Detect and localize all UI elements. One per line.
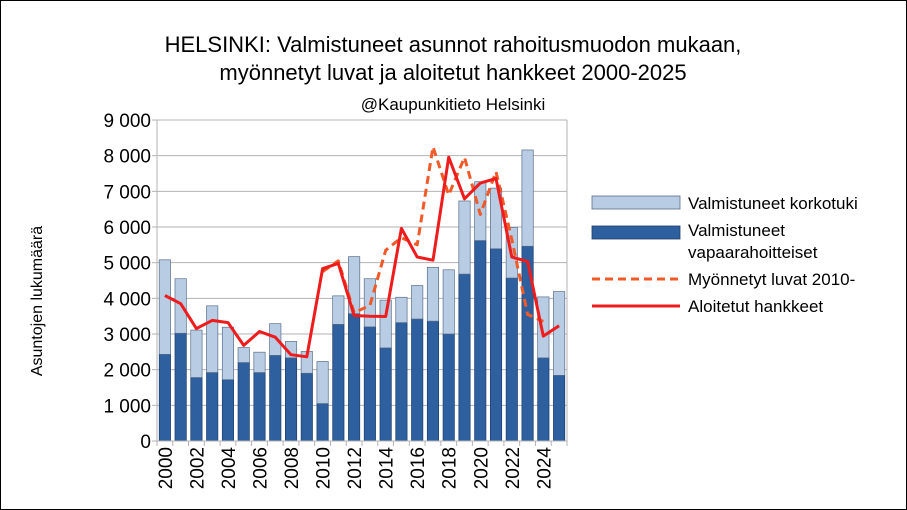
y-tick-label: 0 (140, 432, 151, 453)
series-lines (164, 145, 560, 359)
bar-korkotuki (521, 149, 534, 247)
bar-vapaarahoitteiset (300, 372, 313, 442)
line-aloitetut-hankkeet (164, 155, 560, 359)
bar-korkotuki (269, 323, 282, 356)
chart-subtitle: @Kaupunkitieto Helsinki (361, 95, 546, 114)
x-tick-label: 2020 (471, 447, 492, 489)
bar-korkotuki (537, 296, 550, 359)
bar-korkotuki (426, 266, 439, 322)
bar-korkotuki (190, 329, 203, 378)
bar-vapaarahoitteiset (379, 347, 392, 442)
x-tick-label: 2014 (377, 447, 398, 490)
bar-vapaarahoitteiset (553, 375, 566, 442)
bar-korkotuki (332, 295, 345, 325)
x-tick-label: 2018 (440, 447, 461, 489)
x-tick-label: 2002 (187, 447, 208, 489)
y-tick-label: 9 000 (103, 111, 151, 132)
legend: Valmistuneet korkotuki Valmistuneet vapaar… (591, 194, 858, 316)
bar-korkotuki (490, 187, 503, 250)
y-tick-label: 2 000 (103, 361, 151, 382)
bar-vapaarahoitteiset (490, 248, 503, 442)
y-tick-label: 4 000 (103, 289, 151, 310)
x-tick-label: 2024 (534, 447, 555, 490)
chart-title-line-2: myönnetyt luvat ja aloitetut hankkeet 20… (219, 60, 686, 85)
legend-label-line: vapaarahoitteiset (688, 243, 818, 262)
chart-title-line-1: HELSINKI: Valmistuneet asunnot rahoitusm… (165, 32, 742, 57)
y-tick-label: 1 000 (103, 396, 151, 417)
bar-korkotuki (206, 305, 219, 373)
bar-korkotuki (158, 259, 171, 355)
plot-area (157, 120, 567, 441)
x-tick-label: 2000 (156, 447, 177, 489)
bar-vapaarahoitteiset (190, 377, 203, 442)
bar-vapaarahoitteiset (285, 357, 298, 442)
y-tick-label: 8 000 (103, 147, 151, 168)
bar-vapaarahoitteiset (458, 273, 471, 442)
bar-korkotuki (316, 361, 329, 404)
bar-korkotuki (458, 200, 471, 275)
bar-korkotuki (553, 291, 566, 376)
bar-vapaarahoitteiset (395, 322, 408, 442)
bar-vapaarahoitteiset (316, 403, 329, 442)
bar-korkotuki (253, 351, 266, 373)
bar-vapaarahoitteiset (348, 313, 361, 442)
bar-vapaarahoitteiset (253, 372, 266, 442)
bar-vapaarahoitteiset (332, 324, 345, 442)
x-tick-label: 2016 (408, 447, 429, 489)
axes: 9 000 8 000 7 000 6 000 5 000 4 000 3 000 2 000… (103, 111, 568, 490)
legend-label: Aloitetut hankkeet (688, 297, 823, 316)
bar-vapaarahoitteiset (442, 333, 455, 442)
bar-korkotuki (395, 296, 408, 323)
bar-vapaarahoitteiset (411, 318, 424, 442)
bar-vapaarahoitteiset (158, 353, 171, 442)
grid-lines (157, 119, 568, 442)
y-axis-label: Asuntojen lukumäärä (29, 226, 46, 376)
legend-swatch-korkotuki (591, 195, 681, 210)
y-tick-label: 5 000 (103, 254, 151, 275)
bar-vapaarahoitteiset (505, 277, 518, 442)
x-tick-label: 2012 (345, 447, 366, 489)
bar-vapaarahoitteiset (537, 357, 550, 442)
bars (158, 149, 566, 442)
bar-korkotuki (237, 347, 250, 363)
bar-vapaarahoitteiset (363, 326, 376, 442)
legend-label-line: Valmistuneet (688, 221, 785, 240)
legend-label: Valmistuneet korkotuki (688, 194, 858, 213)
bar-vapaarahoitteiset (174, 332, 187, 442)
legend-label: Myönnetyt luvat 2010- (688, 270, 855, 289)
y-tick-label: 6 000 (103, 218, 151, 239)
bar-korkotuki (411, 285, 424, 320)
bar-vapaarahoitteiset (221, 379, 234, 442)
legend-label: Valmistuneet vapaarahoitteiset (688, 221, 818, 262)
bar-vapaarahoitteiset (426, 320, 439, 442)
bar-vapaarahoitteiset (206, 372, 219, 442)
y-tick-label: 3 000 (103, 325, 151, 346)
x-tick-label: 2006 (251, 447, 272, 489)
legend-swatch-vapaarahoitteiset (591, 225, 681, 240)
x-tick-label: 2022 (503, 447, 524, 489)
bar-korkotuki (379, 299, 392, 349)
bar-vapaarahoitteiset (474, 240, 487, 442)
line-myonnetyt-luvat (321, 145, 544, 323)
y-tick-label: 7 000 (103, 182, 151, 203)
x-tick-label: 2010 (314, 447, 335, 489)
bar-korkotuki (442, 269, 455, 335)
x-tick-label: 2008 (282, 447, 303, 489)
bar-korkotuki (221, 326, 234, 381)
bar-vapaarahoitteiset (237, 362, 250, 442)
bar-vapaarahoitteiset (269, 355, 282, 442)
x-tick-label: 2004 (219, 447, 240, 490)
